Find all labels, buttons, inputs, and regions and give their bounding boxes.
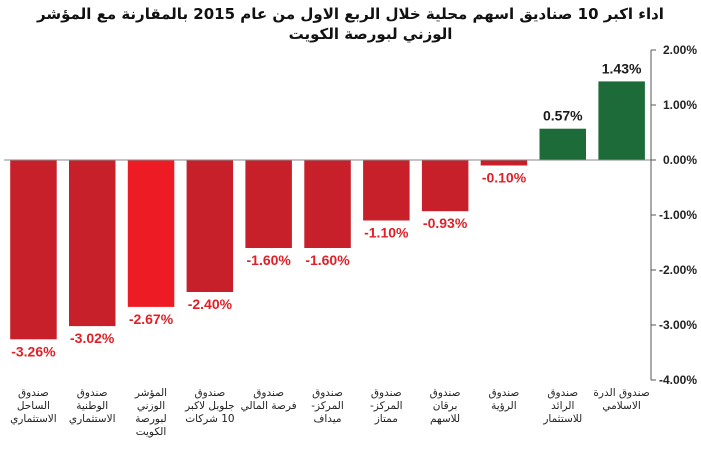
value-label-9: 0.57% (543, 108, 583, 124)
bar-5 (304, 160, 351, 248)
category-label-6: صندوق المركز- ممتاز (370, 387, 403, 425)
value-label-6: -1.10% (364, 225, 409, 241)
y-tick-label-6: -4.00% (659, 373, 697, 387)
value-label-5: -1.60% (305, 252, 350, 268)
category-label-9: صندوق الرائد للاستثمار (543, 387, 583, 425)
bar-7 (421, 160, 469, 212)
y-tick-label-3: -1.00% (659, 208, 697, 222)
category-label-4: صندوق فرصة المالي (240, 387, 297, 412)
y-tick-label-5: -3.00% (659, 318, 697, 332)
value-label-4: -1.60% (247, 252, 292, 268)
value-label-1: -3.02% (70, 330, 115, 346)
bar-0 (10, 160, 57, 340)
bar-1 (69, 160, 116, 327)
chart-title: اداء اكبر 10 صناديق اسهم محلية خلال الرب… (0, 4, 701, 44)
value-label-7: -0.93% (423, 215, 468, 231)
category-label-1: صندوق الوطنية الاستثماري (68, 387, 116, 425)
bar-6 (363, 160, 410, 221)
category-label-0: صندوق الساحل الاستثماري (10, 387, 57, 425)
value-label-10: 1.43% (602, 60, 642, 76)
y-tick-label-0: 2.00% (663, 43, 697, 57)
chart-title-line2: الوزني لبورصة الكويت (288, 25, 453, 43)
y-tick-label-2: 0.00% (663, 153, 697, 167)
bar-10 (598, 81, 645, 160)
value-label-2: -2.67% (129, 311, 174, 327)
category-label-10: صندوق الدرة الاسلامي (593, 387, 650, 412)
value-label-8: -0.10% (482, 170, 527, 186)
bar-9 (539, 128, 586, 160)
category-label-5: صندوق المركز- ميداف (311, 387, 344, 425)
chart-title-line1: اداء اكبر 10 صناديق اسهم محلية خلال الرب… (37, 5, 664, 23)
bar-8 (480, 160, 528, 166)
bar-4 (245, 160, 292, 248)
category-label-7: صندوق برقان للاسهم (429, 387, 461, 425)
category-label-8: صندوق الرؤية (488, 387, 520, 412)
value-label-3: -2.40% (188, 296, 233, 312)
category-label-3: صندوق جلوبل لاكبر 10 شركات (185, 387, 235, 425)
value-label-0: -3.26% (11, 343, 56, 359)
y-tick-label-4: -2.00% (659, 263, 697, 277)
bar-3 (186, 160, 234, 292)
y-tick-label-1: 1.00% (663, 98, 697, 112)
category-label-2: المؤشر الوزني لبورصة الكويت (134, 387, 168, 438)
bar-2 (127, 160, 175, 307)
